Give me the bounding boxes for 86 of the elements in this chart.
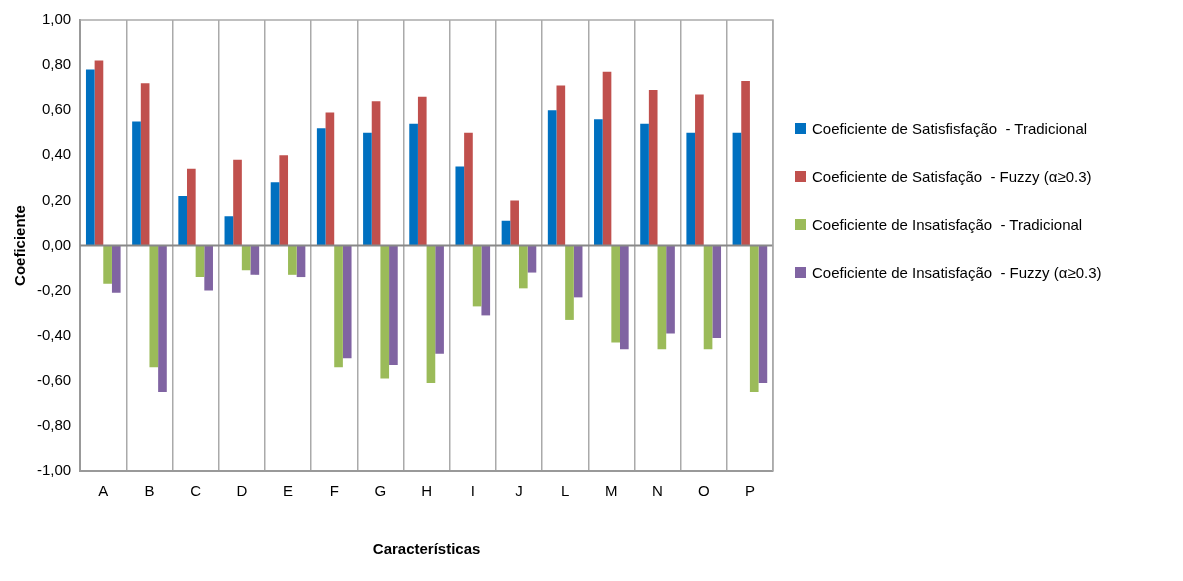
y-tick-label: -0,80	[36, 416, 72, 434]
bar	[426, 245, 436, 384]
y-tick-label: 0,80	[41, 55, 72, 73]
bar	[594, 119, 603, 246]
x-tick-label: D	[236, 482, 248, 500]
x-tick-label: B	[144, 482, 155, 500]
bar	[712, 245, 722, 338]
bar	[518, 245, 528, 289]
bar	[342, 245, 352, 359]
x-tick-label: M	[605, 482, 618, 500]
bar	[703, 245, 713, 350]
y-tick-label: 0,00	[41, 235, 72, 253]
y-tick-label: 0,20	[41, 190, 72, 208]
bar	[325, 112, 335, 246]
bar	[380, 245, 390, 379]
x-tick-label: N	[652, 482, 663, 500]
bar	[187, 168, 196, 246]
y-tick-label: 1,00	[41, 10, 72, 28]
bar	[666, 245, 675, 334]
bar	[288, 245, 297, 275]
bar	[556, 85, 566, 246]
bar	[279, 155, 289, 246]
x-tick-label: J	[515, 482, 523, 500]
bar	[204, 245, 213, 291]
bar	[611, 245, 620, 343]
bar	[316, 128, 326, 246]
bar	[132, 121, 141, 246]
x-tick-label: P	[744, 482, 755, 500]
bar	[510, 200, 519, 246]
x-tick-label: L	[560, 482, 570, 500]
bar	[732, 132, 742, 246]
bar	[602, 71, 612, 246]
bar	[111, 245, 121, 293]
bar	[565, 245, 574, 320]
bar	[481, 245, 491, 316]
y-tick-label: -1,00	[36, 461, 72, 479]
bar	[85, 69, 95, 246]
legend-label: Coeficiente de Insatisfação - Tradicional	[812, 215, 1083, 233]
bar	[455, 166, 465, 246]
bar	[241, 245, 251, 271]
bar	[547, 110, 557, 246]
x-tick-label: O	[697, 482, 710, 500]
bar	[224, 216, 234, 246]
bar	[149, 245, 159, 368]
bar	[417, 96, 427, 246]
bar	[103, 245, 112, 284]
bar	[389, 245, 398, 366]
x-tick-label: F	[329, 482, 339, 500]
bar	[749, 245, 759, 393]
bar	[371, 101, 381, 246]
bar	[140, 83, 150, 246]
x-tick-label: A	[98, 482, 109, 500]
bar	[620, 245, 629, 350]
bar	[94, 60, 104, 246]
y-tick-label: -0,20	[36, 280, 72, 298]
bar	[686, 132, 696, 246]
bar	[640, 123, 649, 246]
legend-label: Coeficiente de Insatisfação - Fuzzy (α≥0.3)	[812, 263, 1102, 281]
y-axis-title: Coeficiente	[11, 205, 29, 286]
bar	[435, 245, 444, 354]
legend-label: Coeficiente de Satisfação - Fuzzy (α≥0.3)	[812, 167, 1092, 185]
bar	[270, 182, 280, 246]
bar	[695, 94, 704, 246]
bar	[657, 245, 667, 350]
x-tick-label: E	[283, 482, 294, 500]
y-tick-label: -0,60	[36, 370, 72, 388]
bar	[409, 123, 418, 246]
bar	[758, 245, 768, 384]
y-tick-label: 0,60	[41, 100, 72, 118]
x-tick-label: H	[421, 482, 433, 500]
bar	[363, 132, 372, 246]
bar	[178, 195, 187, 246]
x-tick-label: C	[190, 482, 202, 500]
y-tick-label: 0,40	[41, 145, 72, 163]
x-tick-label: G	[374, 482, 387, 500]
bar	[464, 132, 473, 246]
bar	[648, 89, 658, 246]
bar	[233, 159, 242, 246]
bar	[334, 245, 343, 368]
legend-label: Coeficiente de Satisfisfação - Tradicional	[812, 119, 1088, 137]
x-tick-label: I	[470, 482, 475, 500]
bar	[472, 245, 482, 307]
bar	[741, 80, 750, 246]
y-tick-label: -0,40	[36, 325, 72, 343]
bar	[158, 245, 167, 393]
x-axis-title: Características	[372, 540, 481, 558]
